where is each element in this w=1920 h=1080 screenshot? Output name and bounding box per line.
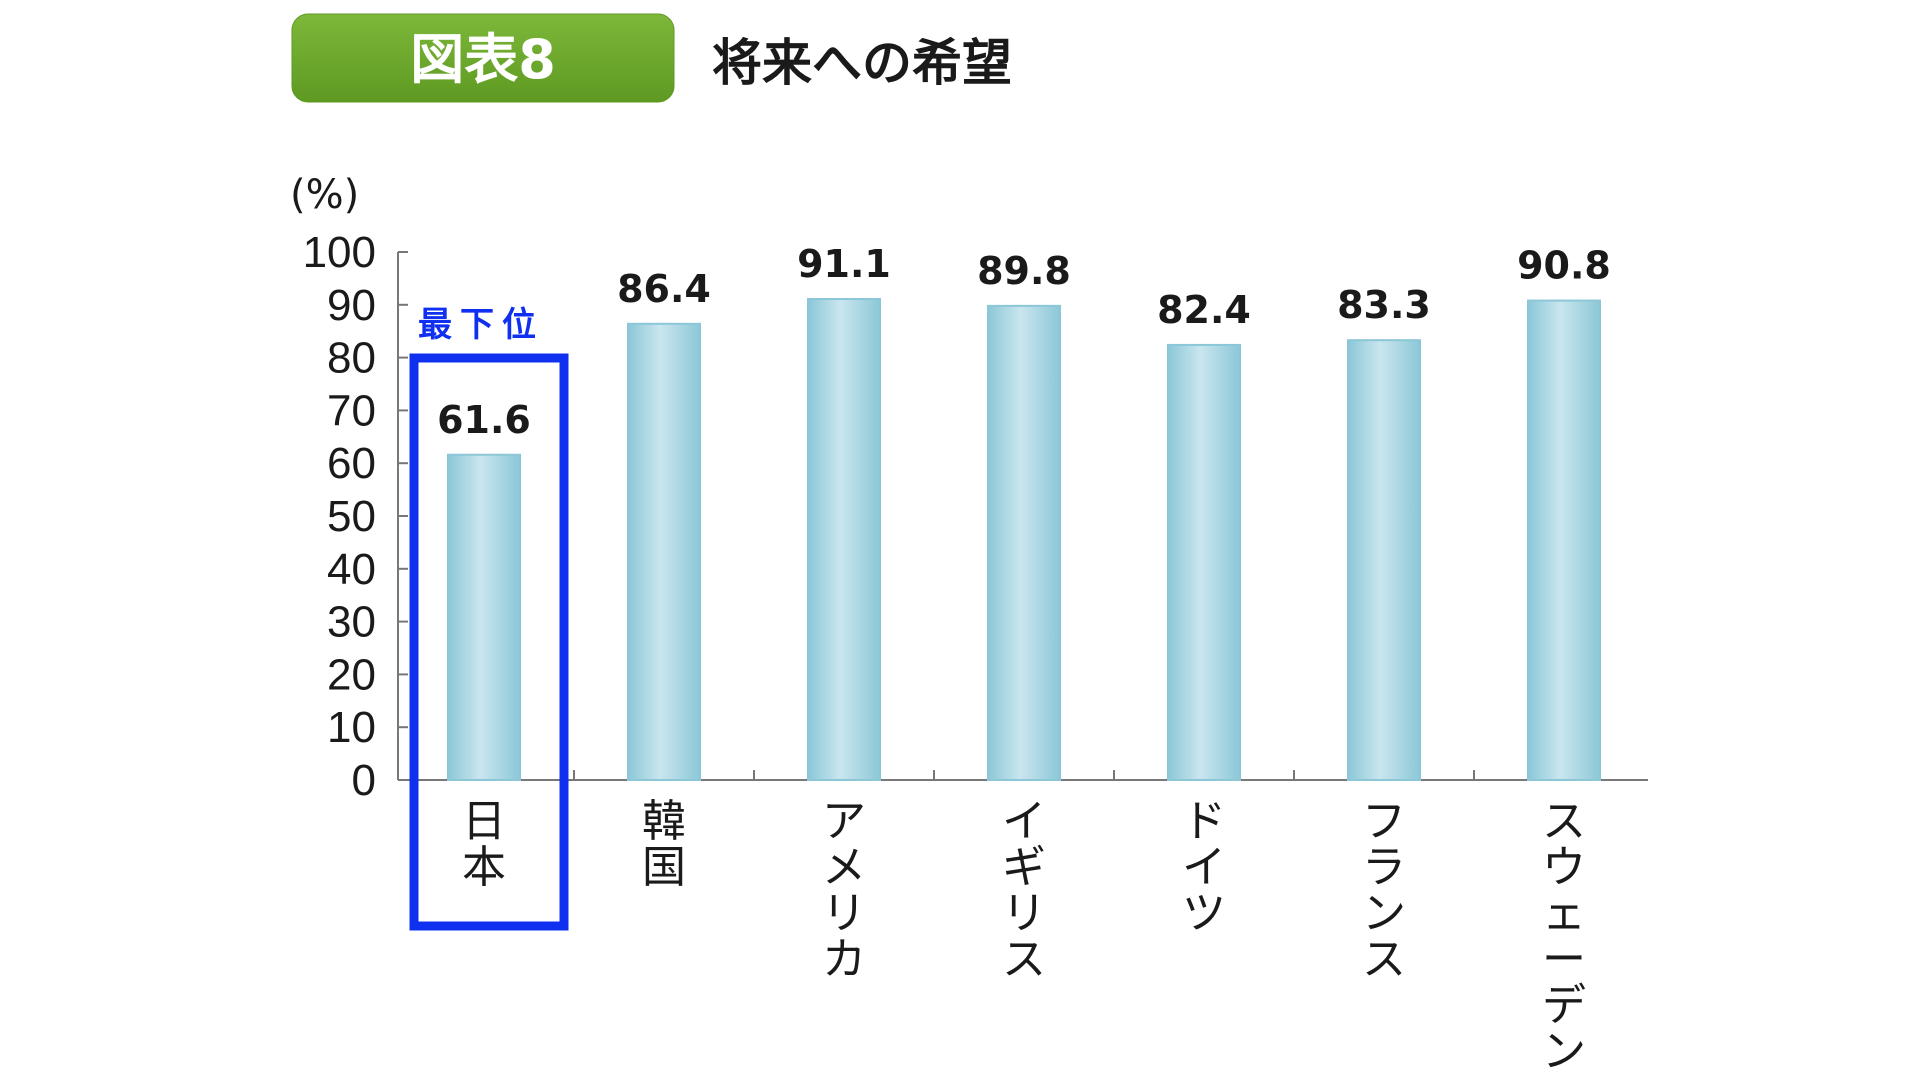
- figure-badge: [291, 13, 675, 103]
- x-axis-ticks: [573, 770, 1475, 780]
- bar-1: [627, 322, 701, 781]
- category-label-5: フランス: [1362, 796, 1406, 985]
- y-tick-label: 100: [303, 228, 376, 277]
- category-label-6: スウェーデン: [1542, 796, 1586, 1077]
- y-tick-label: 40: [327, 545, 376, 594]
- bar-4: [1167, 343, 1241, 781]
- bar-series: [447, 297, 1601, 781]
- bar-6: [1527, 299, 1601, 781]
- value-labels: 61.6 86.4 91.1 89.8 82.4 83.3 90.8: [437, 242, 1611, 442]
- y-tick-label: 50: [327, 492, 376, 541]
- bar-5: [1347, 339, 1421, 781]
- y-tick-label: 20: [327, 650, 376, 699]
- y-tick-label: 10: [327, 703, 376, 752]
- category-labels: 日本 韓国 アメリカ イギリス ドイツ フランス スウェーデン: [462, 796, 1586, 1077]
- value-label-1: 86.4: [617, 267, 711, 311]
- value-label-6: 90.8: [1517, 244, 1611, 288]
- bar-2: [807, 297, 881, 781]
- chart-title: 将来への希望: [712, 34, 1012, 92]
- y-tick-label: 90: [327, 281, 376, 330]
- value-label-0: 61.6: [437, 398, 531, 442]
- y-tick-label: 80: [327, 334, 376, 383]
- value-label-4: 82.4: [1157, 288, 1251, 332]
- y-axis-unit: (%): [290, 172, 359, 218]
- y-tick-label: 70: [327, 386, 376, 435]
- y-tick-label: 30: [327, 598, 376, 647]
- category-label-3: イギリス: [1002, 796, 1046, 985]
- figure-badge-label: 図表8: [410, 28, 556, 91]
- bar-0: [447, 453, 521, 781]
- bar-3: [987, 304, 1061, 781]
- y-tick-label: 0: [352, 756, 376, 805]
- highlight-caption: 最下位: [418, 305, 544, 345]
- y-tick-label: 60: [327, 439, 376, 488]
- value-label-3: 89.8: [977, 249, 1071, 293]
- category-label-1: 韓国: [642, 796, 686, 893]
- category-label-0: 日本: [462, 796, 506, 893]
- value-label-2: 91.1: [797, 242, 891, 286]
- value-label-5: 83.3: [1337, 283, 1431, 327]
- category-label-2: アメリカ: [822, 796, 866, 985]
- category-label-4: ドイツ: [1182, 796, 1226, 939]
- highlight-box: [409, 353, 569, 931]
